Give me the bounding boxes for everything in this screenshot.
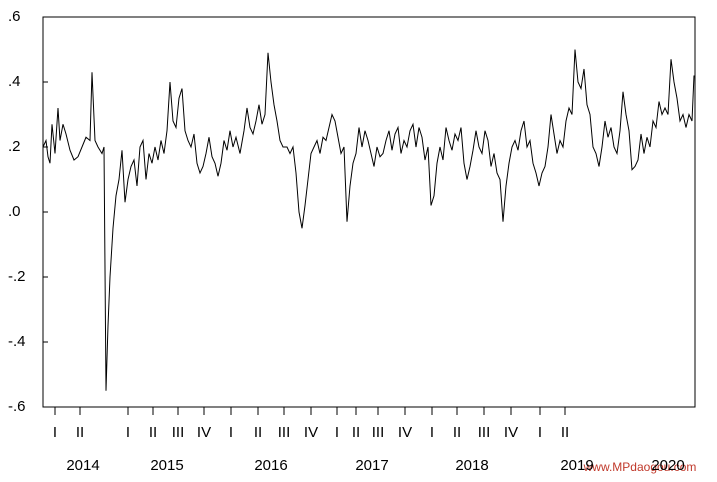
year-label: 2014 (66, 457, 99, 474)
y-tick-label: .0 (8, 203, 21, 220)
x-tick-label: II (352, 424, 360, 441)
x-tick-label: II (453, 424, 461, 441)
x-tick-label: I (335, 424, 339, 441)
y-tick-label: .4 (8, 73, 21, 90)
year-label: 2019 (560, 457, 593, 474)
x-tick-label: I (53, 424, 57, 441)
x-tick-label: I (538, 424, 542, 441)
year-label: 2017 (355, 457, 388, 474)
year-label: 2016 (254, 457, 287, 474)
x-tick-label: III (172, 424, 185, 441)
x-tick-label: IV (398, 424, 412, 441)
y-tick-label: -.2 (8, 268, 26, 285)
x-tick-label: IV (504, 424, 518, 441)
x-tick-label: II (254, 424, 262, 441)
y-tick-label: .6 (8, 8, 21, 25)
x-tick-label: II (561, 424, 569, 441)
data-line (42, 49, 695, 391)
y-tick-label: .2 (8, 138, 21, 155)
x-tick-label: I (126, 424, 130, 441)
plot-frame (42, 16, 696, 408)
watermark: www.MPdaogou.com (583, 460, 697, 474)
x-tick-label: III (372, 424, 385, 441)
y-tick-label: -.4 (8, 333, 26, 350)
x-tick-label: IV (197, 424, 211, 441)
year-label: 2018 (455, 457, 488, 474)
y-tick-label: -.6 (8, 398, 26, 415)
x-tick-label: II (149, 424, 157, 441)
year-label: 2015 (150, 457, 183, 474)
x-tick-label: II (76, 424, 84, 441)
x-tick-label: I (430, 424, 434, 441)
x-tick-label: III (478, 424, 491, 441)
x-tick-label: III (278, 424, 291, 441)
x-tick-label: I (229, 424, 233, 441)
x-tick-label: IV (304, 424, 318, 441)
year-label: 2020 (651, 457, 684, 474)
